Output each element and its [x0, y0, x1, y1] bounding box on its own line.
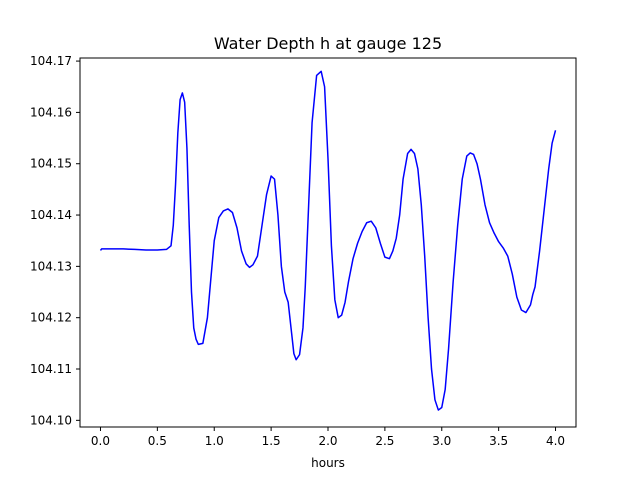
x-tick-label: 4.0 [546, 434, 565, 448]
x-tick-label: 0.0 [91, 434, 110, 448]
x-axis-label: hours [311, 456, 345, 470]
x-tick-label: 2.0 [318, 434, 337, 448]
x-tick-label: 1.0 [205, 434, 224, 448]
y-tick-label: 104.10 [30, 413, 72, 427]
y-tick-label: 104.11 [30, 362, 72, 376]
series-line-0 [99, 70, 557, 411]
plot-area: 0.0 0.5 1.0 1.5 2.0 2.5 3.0 3.5 4.0 104.10 104.11 1… [30, 54, 577, 448]
y-tick-label: 104.15 [30, 157, 72, 171]
y-tick-label: 104.13 [30, 259, 72, 273]
x-tick-label: 3.0 [432, 434, 451, 448]
chart-title: Water Depth h at gauge 125 [214, 34, 442, 53]
x-tick-label: 2.5 [375, 434, 394, 448]
x-tick-label: 0.5 [148, 434, 167, 448]
x-tick-label: 1.5 [262, 434, 281, 448]
y-tick-label: 104.12 [30, 311, 72, 325]
x-tick-label: 3.5 [489, 434, 508, 448]
y-tick-label: 104.14 [30, 208, 72, 222]
y-tick-label: 104.16 [30, 105, 72, 119]
y-tick-label: 104.17 [30, 54, 72, 68]
